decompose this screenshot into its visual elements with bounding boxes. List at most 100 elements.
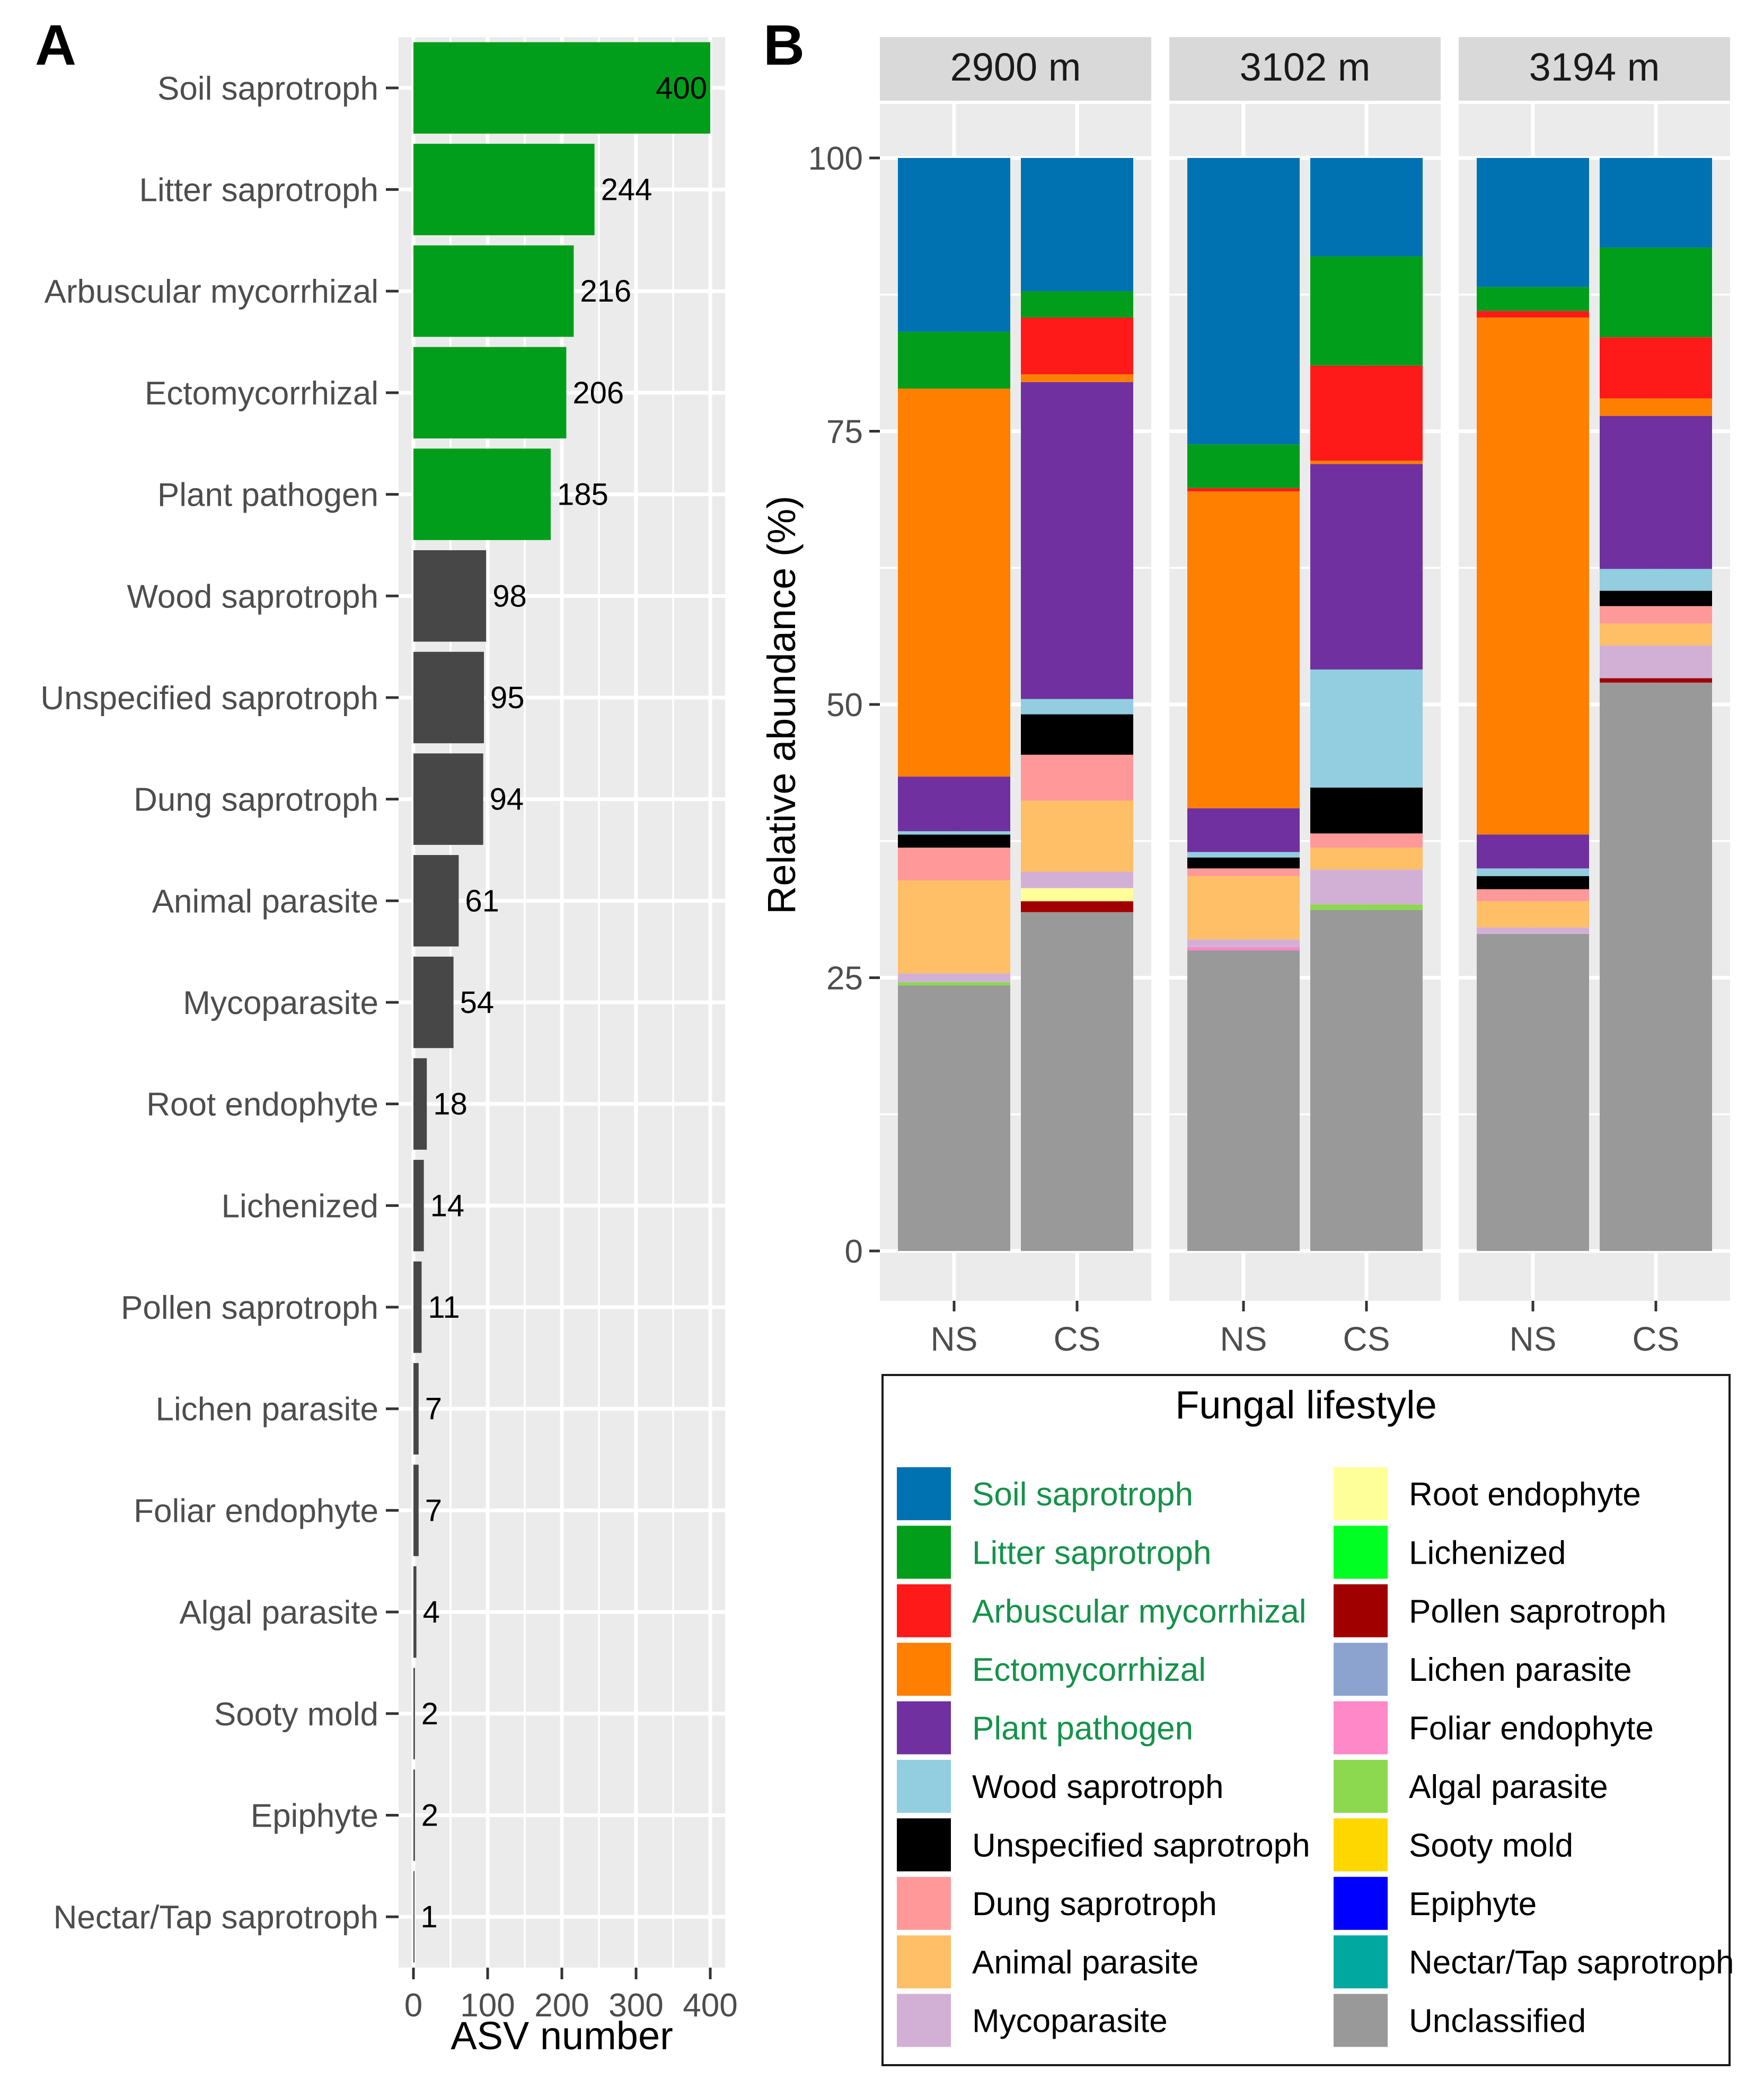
x-tick-label: 0 (404, 1987, 422, 2024)
segment-foliar-endophyte (1187, 947, 1300, 950)
segment-soil-saprotroph (1310, 158, 1423, 257)
segment-arbuscular-mycorrhizal (1477, 311, 1589, 318)
segment-plant-pathogen (1477, 834, 1589, 869)
legend-swatch-lichen-parasite (1334, 1643, 1388, 1696)
bar-value-label: 1 (420, 1900, 437, 1934)
legend-swatch-ectomycorrhizal (897, 1643, 951, 1696)
segment-dung-saprotroph (1477, 889, 1589, 902)
segment-unclassified (1021, 912, 1133, 1251)
category-label-sooty-mold: Sooty mold (214, 1696, 378, 1733)
segment-arbuscular-mycorrhizal (1021, 318, 1133, 375)
segment-animal-parasite (1600, 623, 1712, 646)
bar-value-label: 54 (460, 985, 495, 1020)
bar-value-label: 400 (656, 71, 707, 105)
segment-mycoparasite (1187, 939, 1300, 947)
bar-value-label: 61 (465, 884, 499, 918)
segment-litter-saprotroph (1021, 291, 1133, 318)
bar-value-label: 98 (492, 579, 527, 613)
segment-pollen-saprotroph (1600, 678, 1712, 683)
group-label-ns: NS (1510, 1320, 1557, 1358)
category-label-arbuscular-mycorrhizal: Arbuscular mycorrhizal (44, 274, 378, 310)
segment-arbuscular-mycorrhizal (1310, 365, 1423, 461)
bar-value-label: 14 (430, 1188, 465, 1223)
category-label-foliar-endophyte: Foliar endophyte (134, 1493, 378, 1529)
y-tick-label: 50 (826, 687, 863, 724)
legend-label-litter-saprotroph: Litter saprotroph (972, 1535, 1211, 1571)
y-tick-label: 0 (845, 1233, 863, 1270)
group-label-cs: CS (1054, 1320, 1101, 1358)
segment-animal-parasite (1310, 848, 1423, 870)
segment-mycoparasite (1310, 869, 1423, 905)
legend-swatch-algal-parasite (1334, 1760, 1388, 1813)
segment-dung-saprotroph (1310, 833, 1423, 848)
legend-label-ectomycorrhizal: Ectomycorrhizal (972, 1652, 1206, 1688)
legend-label-wood-saprotroph: Wood saprotroph (972, 1769, 1223, 1805)
legend-label-lichen-parasite: Lichen parasite (1409, 1652, 1632, 1688)
segment-plant-pathogen (1021, 382, 1133, 699)
segment-plant-pathogen (1310, 464, 1423, 670)
category-label-plant-pathogen: Plant pathogen (157, 477, 378, 514)
legend-label-plant-pathogen: Plant pathogen (972, 1711, 1193, 1747)
legend-swatch-unspecified-saprotroph (897, 1818, 951, 1872)
category-label-nectar-tap-saprotroph: Nectar/Tap saprotroph (54, 1899, 378, 1936)
segment-mycoparasite (1021, 871, 1133, 888)
bar-value-label: 244 (601, 173, 652, 207)
segment-ectomycorrhizal (1600, 398, 1712, 416)
legend-label-unspecified-saprotroph: Unspecified saprotroph (972, 1827, 1310, 1864)
legend-label-dung-saprotroph: Dung saprotroph (972, 1886, 1217, 1923)
segment-animal-parasite (1187, 876, 1300, 940)
segment-soil-saprotroph (1187, 158, 1300, 445)
legend-label-lichenized: Lichenized (1409, 1535, 1566, 1571)
legend-swatch-litter-saprotroph (897, 1526, 951, 1579)
segment-unclassified (1187, 950, 1300, 1251)
segment-plant-pathogen (1600, 416, 1712, 569)
segment-unspecified-saprotroph (1600, 590, 1712, 606)
bar-sooty-mold (413, 1668, 415, 1760)
segment-unspecified-saprotroph (898, 834, 1010, 848)
segment-ectomycorrhizal (898, 389, 1010, 777)
segment-wood-saprotroph (1600, 569, 1712, 591)
bar-foliar-endophyte (413, 1465, 419, 1556)
x-axis-title: ASV number (451, 2014, 673, 2058)
category-label-lichen-parasite: Lichen parasite (156, 1391, 379, 1428)
bar-epiphyte (413, 1769, 415, 1861)
category-label-animal-parasite: Animal parasite (152, 883, 378, 920)
legend-label-root-endophyte: Root endophyte (1409, 1476, 1641, 1513)
y-tick-label: 25 (826, 960, 863, 997)
category-label-litter-saprotroph: Litter saprotroph (139, 172, 378, 209)
segment-arbuscular-mycorrhizal (1187, 488, 1300, 491)
bar-unspecified-saprotroph (413, 651, 484, 744)
segment-soil-saprotroph (1021, 158, 1133, 292)
bar-arbuscular-mycorrhizal (413, 245, 574, 337)
segment-litter-saprotroph (1187, 444, 1300, 488)
y-tick-label: 75 (826, 414, 863, 451)
segment-ectomycorrhizal (1310, 461, 1423, 464)
bar-value-label: 4 (423, 1595, 440, 1629)
legend-label-animal-parasite: Animal parasite (972, 1944, 1198, 1981)
segment-unclassified (1600, 682, 1712, 1251)
segment-unclassified (898, 985, 1010, 1251)
bar-value-label: 2 (421, 1697, 438, 1731)
bar-value-label: 94 (490, 782, 524, 817)
bar-nectar-tap-saprotroph (413, 1871, 414, 1963)
fungal-lifestyle-legend: Fungal lifestyle Soil saprotroph Litter sa… (881, 1374, 1734, 2066)
segment-soil-saprotroph (898, 158, 1010, 332)
legend-label-sooty-mold: Sooty mold (1409, 1827, 1573, 1864)
segment-mycoparasite (898, 973, 1010, 982)
segment-ectomycorrhizal (1187, 491, 1300, 808)
segment-wood-saprotroph (898, 831, 1010, 835)
bar-lichen-parasite (413, 1363, 419, 1455)
legend-label-nectar-tap-saprotroph: Nectar/Tap saprotroph (1409, 1944, 1734, 1981)
segment-dung-saprotroph (1021, 754, 1133, 801)
segment-unclassified (1477, 934, 1589, 1251)
segment-plant-pathogen (1187, 808, 1300, 852)
x-tick-label: 100 (460, 1987, 515, 2024)
segment-algal-parasite (898, 982, 1010, 985)
bar-dung-saprotroph (413, 753, 483, 845)
facet-strip (880, 37, 1151, 101)
legend-swatch-mycoparasite (897, 1994, 951, 2047)
facet-label: 2900 m (950, 45, 1081, 89)
group-label-ns: NS (1220, 1320, 1267, 1358)
